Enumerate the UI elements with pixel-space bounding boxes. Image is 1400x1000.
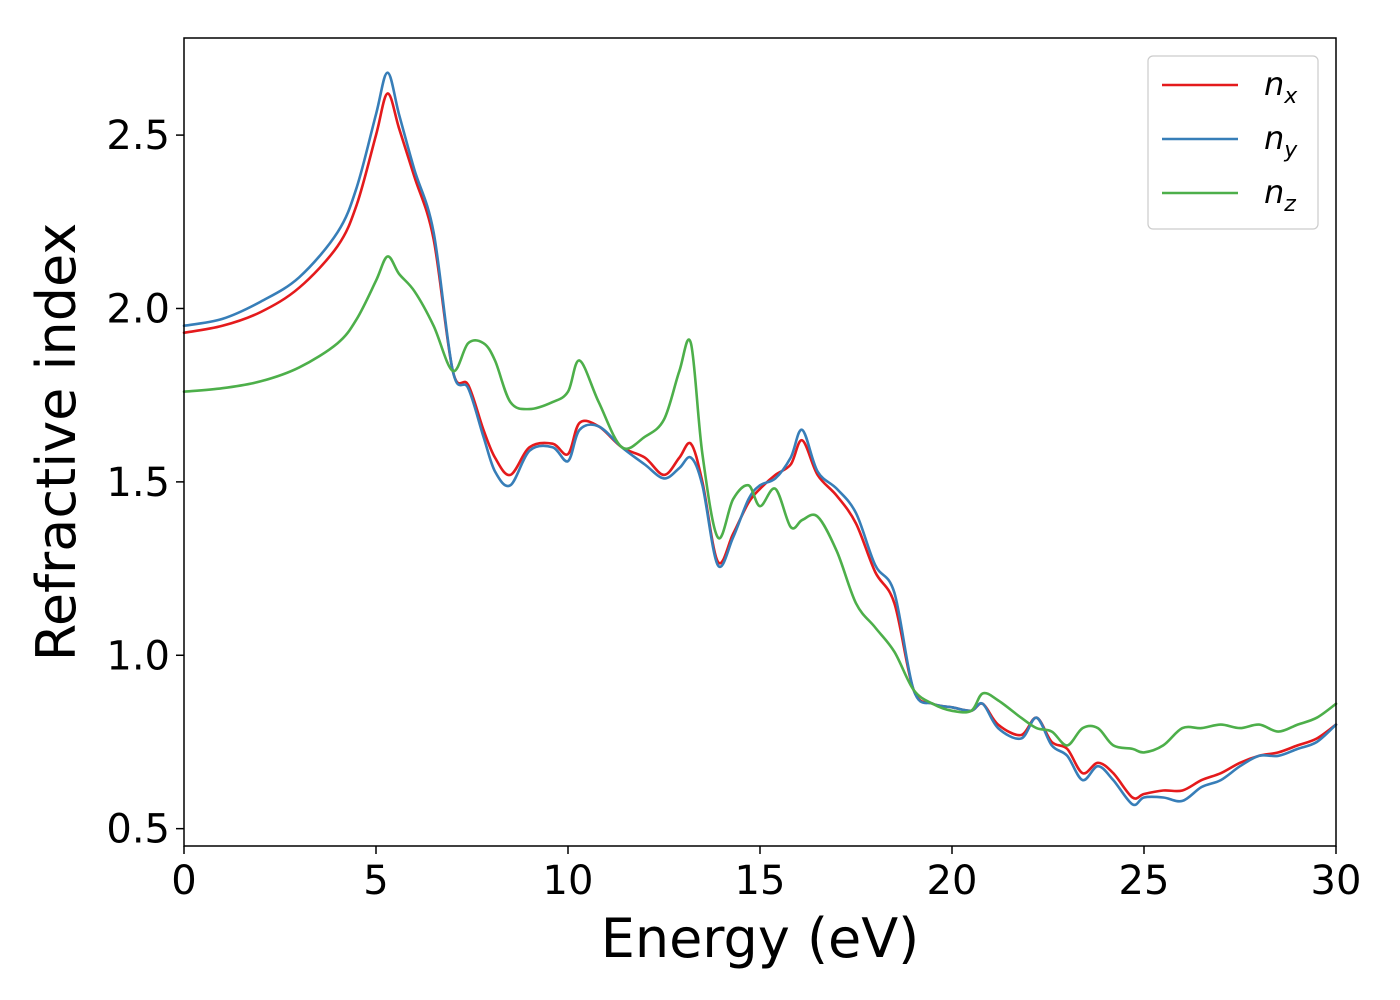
- x-axis-title: Energy (eV): [601, 907, 920, 970]
- legend-label-base: n: [1264, 119, 1284, 157]
- x-tick-label: 0: [171, 858, 196, 904]
- y-tick-label: 0.5: [106, 807, 170, 853]
- legend-label-subscript: z: [1283, 192, 1296, 217]
- y-tick-label: 1.0: [106, 633, 170, 679]
- series-line-z: [182, 255, 1338, 754]
- legend-label-base: n: [1264, 65, 1284, 103]
- y-tick-label: 1.5: [106, 460, 170, 506]
- x-tick-label: 5: [363, 858, 388, 904]
- x-tick-label: 25: [1119, 858, 1170, 904]
- legend-label-y: ny: [1264, 119, 1298, 163]
- series-line-y: [182, 71, 1338, 807]
- series-layer: [182, 71, 1338, 807]
- legend-label-x: nx: [1264, 65, 1298, 109]
- x-tick-label: 30: [1311, 858, 1362, 904]
- legend-box: [1147, 55, 1319, 230]
- x-axis-ticks: 0 5 10 15 20 25 30: [171, 846, 1361, 904]
- y-axis-ticks: 0.5 1.0 1.5 2.0 2.5: [106, 113, 184, 853]
- y-axis-title: Refractive index: [25, 223, 88, 662]
- x-tick-label: 10: [543, 858, 594, 904]
- legend-label-z: nz: [1264, 173, 1296, 217]
- legend-label-subscript: x: [1283, 84, 1298, 109]
- x-tick-label: 20: [927, 858, 978, 904]
- legend-label-base: n: [1264, 173, 1284, 211]
- x-tick-label: 15: [735, 858, 786, 904]
- y-tick-label: 2.5: [106, 113, 170, 159]
- y-tick-label: 2.0: [106, 286, 170, 332]
- legend-label-subscript: y: [1283, 138, 1298, 163]
